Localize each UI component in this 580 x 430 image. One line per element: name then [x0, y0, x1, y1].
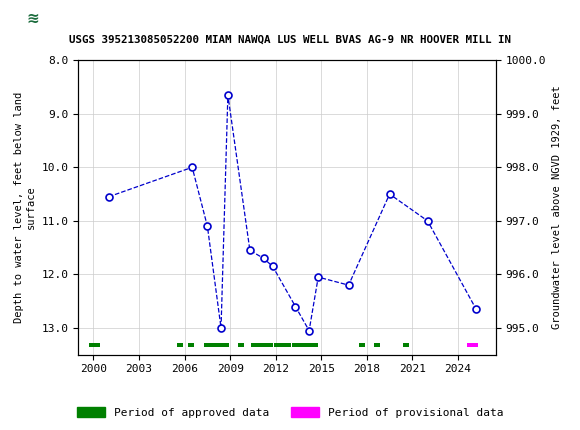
Bar	[403, 343, 409, 347]
Bar	[467, 343, 478, 347]
Text: USGS: USGS	[65, 9, 116, 27]
Y-axis label: Depth to water level, feet below land
surface: Depth to water level, feet below land su…	[14, 92, 36, 323]
Text: ≋: ≋	[27, 11, 39, 26]
Bar	[251, 343, 273, 347]
Bar	[89, 343, 100, 347]
Bar	[292, 343, 318, 347]
Bar	[274, 343, 291, 347]
FancyBboxPatch shape	[7, 4, 59, 32]
Bar	[188, 343, 194, 347]
Y-axis label: Groundwater level above NGVD 1929, feet: Groundwater level above NGVD 1929, feet	[552, 86, 561, 329]
Bar	[204, 343, 229, 347]
Bar	[177, 343, 183, 347]
Bar	[359, 343, 365, 347]
Legend: Period of approved data, Period of provisional data: Period of approved data, Period of provi…	[72, 403, 508, 422]
Bar	[238, 343, 244, 347]
Bar	[375, 343, 380, 347]
Text: USGS 395213085052200 MIAM NAWQA LUS WELL BVAS AG-9 NR HOOVER MILL IN: USGS 395213085052200 MIAM NAWQA LUS WELL…	[69, 35, 511, 45]
